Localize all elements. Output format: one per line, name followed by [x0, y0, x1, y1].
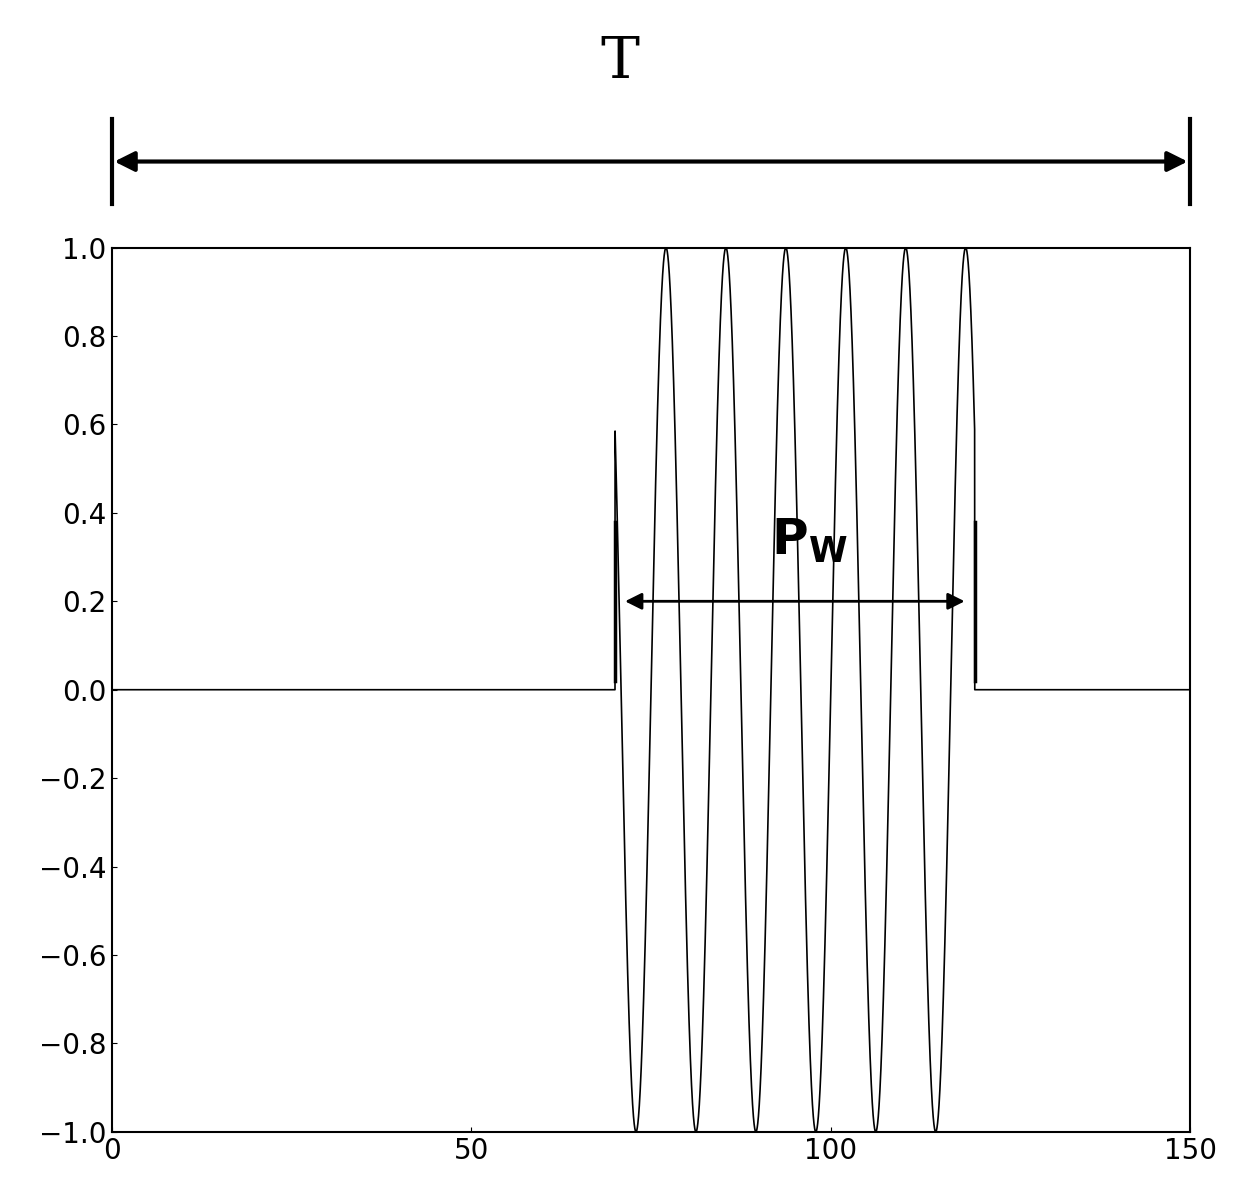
Text: T: T: [600, 34, 640, 90]
Text: $\mathbf{P_W}$: $\mathbf{P_W}$: [771, 516, 848, 566]
